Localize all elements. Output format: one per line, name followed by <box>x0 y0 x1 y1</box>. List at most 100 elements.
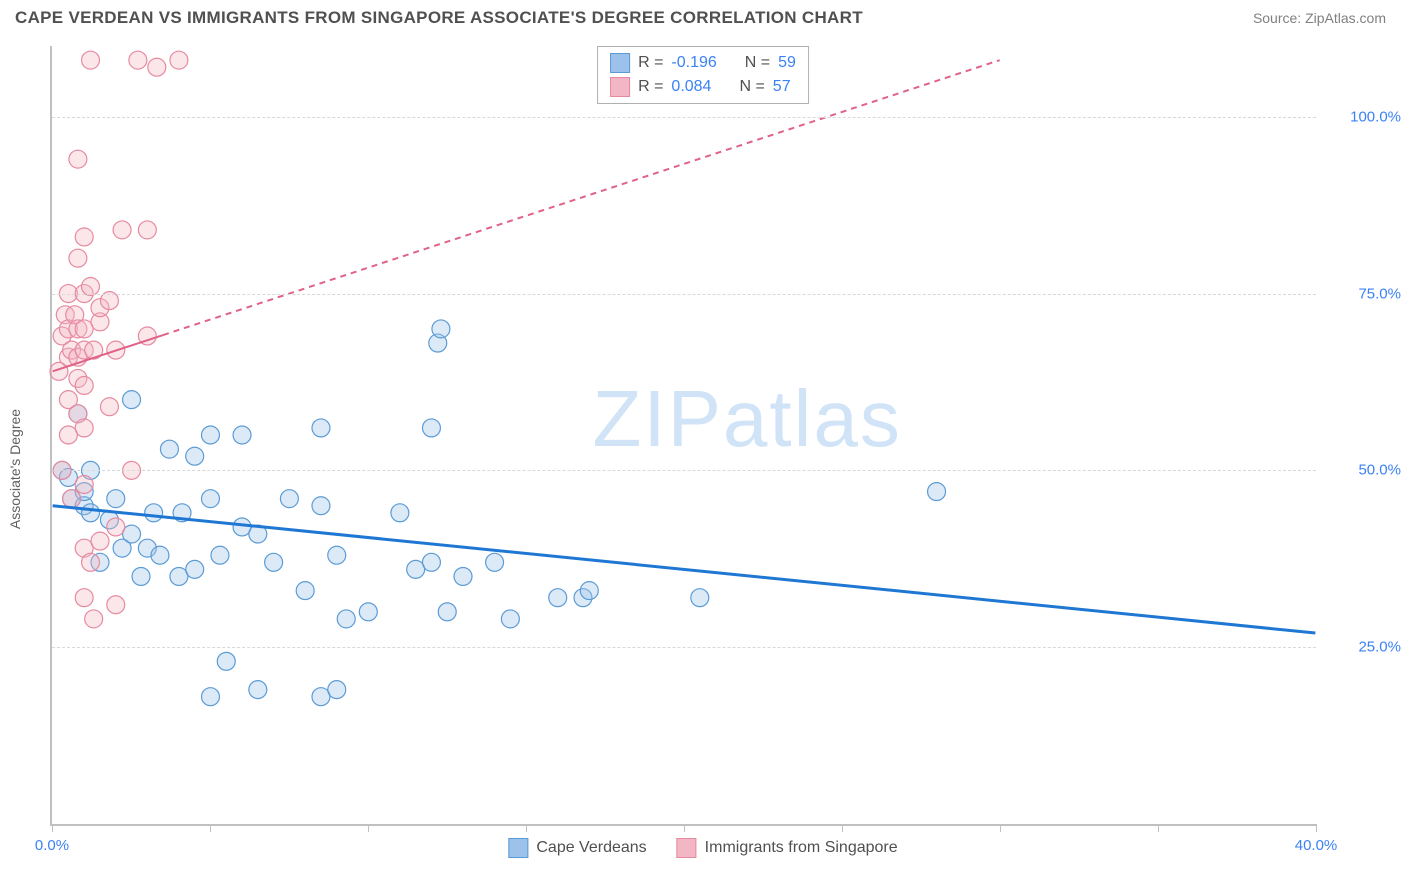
data-point <box>501 610 519 628</box>
legend-series-label: Immigrants from Singapore <box>705 839 898 857</box>
data-point <box>69 249 87 267</box>
data-point <box>928 483 946 501</box>
legend-stats-row: R = -0.196 N = 59 <box>610 51 796 75</box>
data-point <box>422 419 440 437</box>
legend-n-label: N = <box>739 78 764 96</box>
data-point <box>337 610 355 628</box>
data-point <box>123 391 141 409</box>
legend-r-label: R = <box>638 78 663 96</box>
data-point <box>201 490 219 508</box>
data-point <box>148 58 166 76</box>
legend-series-label: Cape Verdeans <box>536 839 646 857</box>
gridline <box>52 294 1316 295</box>
y-tick-label: 25.0% <box>1326 639 1401 656</box>
data-point <box>100 398 118 416</box>
data-point <box>113 221 131 239</box>
data-point <box>296 582 314 600</box>
data-point <box>82 553 100 571</box>
scatter-plot-svg <box>52 46 1316 824</box>
data-point <box>82 51 100 69</box>
x-tick <box>684 824 685 832</box>
data-point <box>280 490 298 508</box>
legend-stats-row: R = 0.084 N = 57 <box>610 75 796 99</box>
data-point <box>151 546 169 564</box>
gridline <box>52 117 1316 118</box>
chart-container: Associate's Degree ZIPatlas 25.0%50.0%75… <box>0 36 1406 886</box>
legend-n-value: 59 <box>778 54 796 72</box>
data-point <box>422 553 440 571</box>
data-point <box>233 426 251 444</box>
x-tick <box>52 824 53 832</box>
legend-series-item: Immigrants from Singapore <box>677 838 898 858</box>
legend-stats-box: R =-0.196N =59R =0.084N =57 <box>597 46 809 104</box>
x-tick <box>1316 824 1317 832</box>
data-point <box>391 504 409 522</box>
data-point <box>312 419 330 437</box>
chart-source: Source: ZipAtlas.com <box>1253 10 1386 26</box>
data-point <box>454 567 472 585</box>
data-point <box>691 589 709 607</box>
chart-header: CAPE VERDEAN VS IMMIGRANTS FROM SINGAPOR… <box>0 0 1406 36</box>
data-point <box>75 419 93 437</box>
data-point <box>91 532 109 550</box>
legend-swatch <box>610 77 630 97</box>
data-point <box>145 504 163 522</box>
legend-r-value: 0.084 <box>671 78 711 96</box>
y-tick-label: 100.0% <box>1326 108 1401 125</box>
data-point <box>85 610 103 628</box>
y-tick-label: 75.0% <box>1326 285 1401 302</box>
x-tick <box>842 824 843 832</box>
data-point <box>328 681 346 699</box>
y-axis-title: Associate's Degree <box>7 409 23 529</box>
gridline <box>52 647 1316 648</box>
legend-swatch <box>677 838 697 858</box>
data-point <box>328 546 346 564</box>
data-point <box>201 426 219 444</box>
data-point <box>186 560 204 578</box>
legend-r-value: -0.196 <box>671 54 716 72</box>
x-tick <box>1158 824 1159 832</box>
data-point <box>438 603 456 621</box>
y-tick-label: 50.0% <box>1326 462 1401 479</box>
data-point <box>107 596 125 614</box>
data-point <box>312 497 330 515</box>
gridline <box>52 470 1316 471</box>
trend-line <box>53 506 1316 633</box>
x-tick-label: 0.0% <box>35 837 69 854</box>
legend-n-value: 57 <box>773 78 791 96</box>
data-point <box>82 504 100 522</box>
data-point <box>75 377 93 395</box>
data-point <box>549 589 567 607</box>
legend-series: Cape Verdeans Immigrants from Singapore <box>508 838 897 858</box>
legend-swatch <box>508 838 528 858</box>
data-point <box>249 681 267 699</box>
data-point <box>201 688 219 706</box>
legend-series-item: Cape Verdeans <box>508 838 646 858</box>
data-point <box>75 228 93 246</box>
data-point <box>359 603 377 621</box>
data-point <box>486 553 504 571</box>
data-point <box>432 320 450 338</box>
data-point <box>138 221 156 239</box>
data-point <box>580 582 598 600</box>
x-tick <box>210 824 211 832</box>
x-tick <box>368 824 369 832</box>
chart-title: CAPE VERDEAN VS IMMIGRANTS FROM SINGAPOR… <box>15 8 863 28</box>
data-point <box>217 652 235 670</box>
data-point <box>69 150 87 168</box>
data-point <box>186 447 204 465</box>
x-tick <box>1000 824 1001 832</box>
legend-swatch <box>610 53 630 73</box>
legend-n-label: N = <box>745 54 770 72</box>
data-point <box>170 51 188 69</box>
data-point <box>211 546 229 564</box>
data-point <box>129 51 147 69</box>
x-tick <box>526 824 527 832</box>
data-point <box>132 567 150 585</box>
x-tick-label: 40.0% <box>1295 837 1338 854</box>
legend-r-label: R = <box>638 54 663 72</box>
data-point <box>107 518 125 536</box>
plot-area: ZIPatlas 25.0%50.0%75.0%100.0%0.0%40.0% <box>50 46 1316 826</box>
data-point <box>265 553 283 571</box>
data-point <box>75 476 93 494</box>
